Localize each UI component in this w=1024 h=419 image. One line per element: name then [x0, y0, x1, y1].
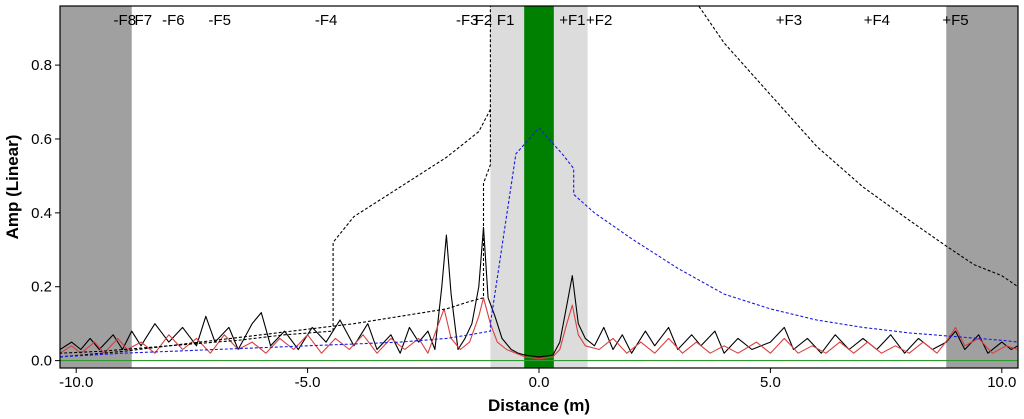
series-line-4	[60, 127, 1018, 358]
series-line-0	[60, 227, 1018, 358]
marker-label-2: -F6	[162, 12, 185, 29]
marker-label-10: +F3	[776, 12, 802, 29]
marker-label-7: F1	[497, 12, 515, 29]
y-axis: 0.0 0.2 0.4 0.6 0.8	[31, 57, 60, 370]
outer-band-1	[946, 6, 1018, 368]
marker-label-6: F2	[475, 12, 493, 29]
x-tick-label-1: -5.0	[295, 374, 321, 391]
marker-label-1: F7	[135, 12, 153, 29]
series-line-3	[60, 109, 491, 354]
x-tick-label-4: 10.0	[987, 374, 1016, 391]
y-tick-label-1: 0.2	[31, 279, 52, 296]
x-tick-label-2: 0.0	[529, 374, 550, 391]
marker-label-0: -F8	[114, 12, 137, 29]
marker-label-8: +F1	[559, 12, 585, 29]
y-tick-label-3: 0.6	[31, 131, 52, 148]
series-line-1	[60, 297, 1018, 360]
marker-label-9: +F2	[586, 12, 612, 29]
x-tick-label-3: 5.0	[760, 374, 781, 391]
marker-label-5: -F3	[456, 12, 479, 29]
y-tick-label-0: 0.0	[31, 353, 52, 370]
y-axis-title: Amp (Linear)	[3, 135, 22, 240]
y-tick-label-4: 0.8	[31, 57, 52, 74]
series-line-2	[60, 6, 1018, 358]
x-axis-title: Distance (m)	[488, 396, 590, 415]
shaded-bands	[60, 6, 1018, 368]
marker-label-3: -F5	[208, 12, 231, 29]
x-axis: -10.0 -5.0 0.0 5.0 10.0	[59, 368, 1016, 391]
marker-label-11: +F4	[864, 12, 890, 29]
outer-band-0	[60, 6, 132, 368]
x-tick-label-0: -10.0	[59, 374, 93, 391]
y-tick-label-2: 0.4	[31, 205, 52, 222]
center-band-3	[524, 6, 554, 368]
series-traces	[60, 6, 1018, 362]
marker-label-12: +F5	[942, 12, 968, 29]
marker-label-4: -F4	[315, 12, 338, 29]
